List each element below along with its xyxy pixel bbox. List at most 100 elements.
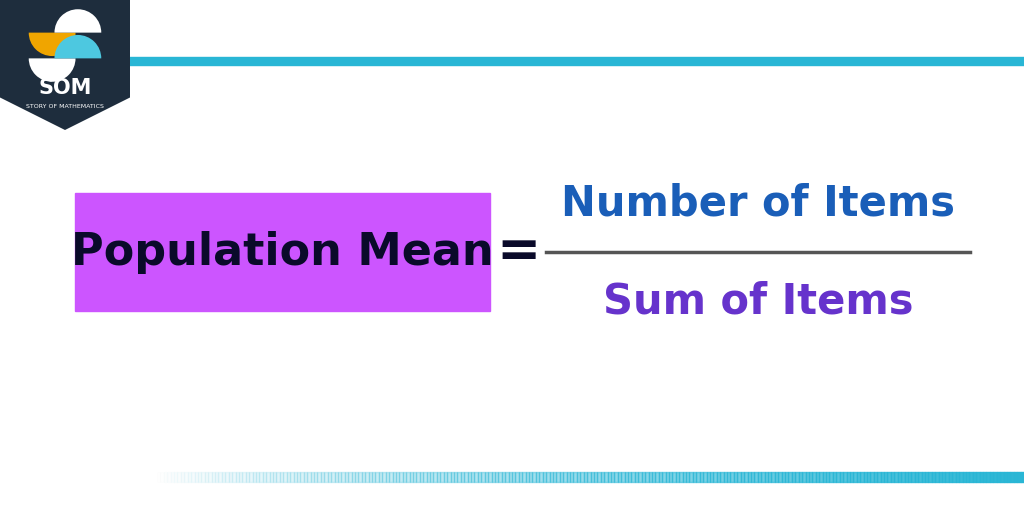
Bar [901, 472, 904, 482]
Bar [484, 472, 488, 482]
Bar [802, 472, 806, 482]
Bar [1007, 472, 1011, 482]
Bar [870, 472, 873, 482]
Bar [751, 472, 755, 482]
Bar [898, 472, 901, 482]
Bar [372, 472, 376, 482]
Bar [632, 472, 635, 482]
Bar [358, 472, 361, 482]
Bar [202, 472, 205, 482]
Bar [437, 472, 440, 482]
Bar [945, 472, 949, 482]
Bar [847, 472, 850, 482]
Bar [622, 472, 625, 482]
Bar [361, 472, 366, 482]
Bar [10, 472, 13, 482]
Bar [34, 472, 38, 482]
Bar [461, 472, 464, 482]
Bar [300, 472, 304, 482]
Bar [850, 472, 853, 482]
Bar [717, 472, 720, 482]
Bar [198, 472, 202, 482]
Bar [481, 472, 484, 482]
Bar [625, 472, 628, 482]
Bar [894, 472, 898, 482]
Text: STORY OF MATHEMATICS: STORY OF MATHEMATICS [26, 104, 104, 109]
Bar [335, 472, 338, 482]
Bar [693, 472, 696, 482]
Bar [1014, 472, 1017, 482]
Bar [703, 472, 707, 482]
Bar [980, 472, 983, 482]
Bar [146, 472, 151, 482]
Bar [904, 472, 908, 482]
Bar [577, 472, 581, 482]
Bar [294, 472, 297, 482]
Bar [474, 472, 478, 482]
Bar [843, 472, 847, 482]
Bar [939, 472, 942, 482]
Bar [328, 472, 331, 482]
Bar [75, 472, 79, 482]
Bar [714, 472, 717, 482]
Bar [604, 472, 607, 482]
Bar [710, 472, 714, 482]
Bar [617, 472, 622, 482]
Bar [884, 472, 888, 482]
Bar [673, 472, 676, 482]
Bar [222, 472, 225, 482]
Bar [208, 472, 212, 482]
Bar [724, 472, 727, 482]
Bar [184, 472, 187, 482]
Text: Population Mean: Population Mean [72, 230, 494, 273]
Bar [218, 472, 222, 482]
Bar [54, 472, 58, 482]
Wedge shape [54, 9, 101, 33]
Text: Number of Items: Number of Items [561, 183, 955, 225]
Bar [256, 472, 259, 482]
Bar [833, 472, 837, 482]
Bar [325, 472, 328, 482]
Bar [287, 472, 290, 482]
Bar [532, 472, 536, 482]
Bar [140, 472, 143, 482]
Bar [69, 472, 72, 482]
Bar [566, 472, 570, 482]
Wedge shape [29, 33, 76, 56]
Bar [781, 472, 785, 482]
Bar [205, 472, 208, 482]
Bar [536, 472, 540, 482]
Bar [284, 472, 287, 482]
Bar [587, 472, 591, 482]
Bar [809, 472, 812, 482]
Bar [413, 472, 417, 482]
Bar [638, 472, 642, 482]
Bar [269, 472, 273, 482]
Bar [911, 472, 914, 482]
Bar [908, 472, 911, 482]
Wedge shape [54, 35, 101, 58]
Bar [167, 472, 171, 482]
Bar [986, 472, 990, 482]
Bar [614, 472, 617, 482]
Bar [679, 472, 683, 482]
Wedge shape [29, 58, 76, 82]
Bar [297, 472, 300, 482]
Bar [321, 472, 325, 482]
Bar [276, 472, 280, 482]
Bar [177, 472, 181, 482]
Bar [788, 472, 792, 482]
Bar [707, 472, 710, 482]
Bar [925, 472, 929, 482]
Bar [970, 472, 973, 482]
Bar [488, 472, 492, 482]
Bar [799, 472, 802, 482]
Bar [433, 472, 437, 482]
Bar [525, 472, 529, 482]
Bar [826, 472, 829, 482]
Bar [345, 472, 348, 482]
Bar [755, 472, 758, 482]
Bar [816, 472, 819, 482]
Bar [512, 472, 515, 482]
Bar [7, 472, 10, 482]
